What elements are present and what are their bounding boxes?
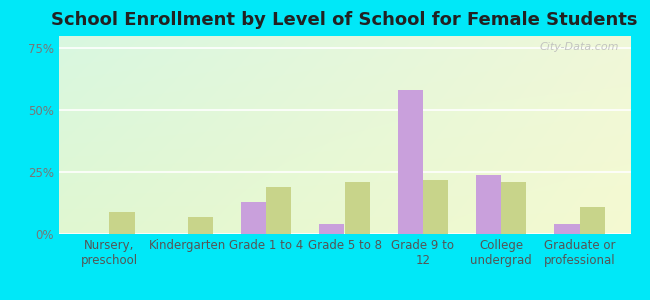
Bar [580, 207, 604, 234]
Bar [554, 224, 580, 234]
Bar [344, 182, 370, 234]
Bar [398, 90, 423, 234]
Bar [476, 175, 501, 234]
Bar [188, 217, 213, 234]
Bar [241, 202, 266, 234]
Bar [266, 187, 291, 234]
Title: School Enrollment by Level of School for Female Students: School Enrollment by Level of School for… [51, 11, 638, 29]
Bar [423, 179, 448, 234]
Bar [109, 212, 135, 234]
Bar [319, 224, 344, 234]
Text: City-Data.com: City-Data.com [540, 42, 619, 52]
Bar [501, 182, 526, 234]
